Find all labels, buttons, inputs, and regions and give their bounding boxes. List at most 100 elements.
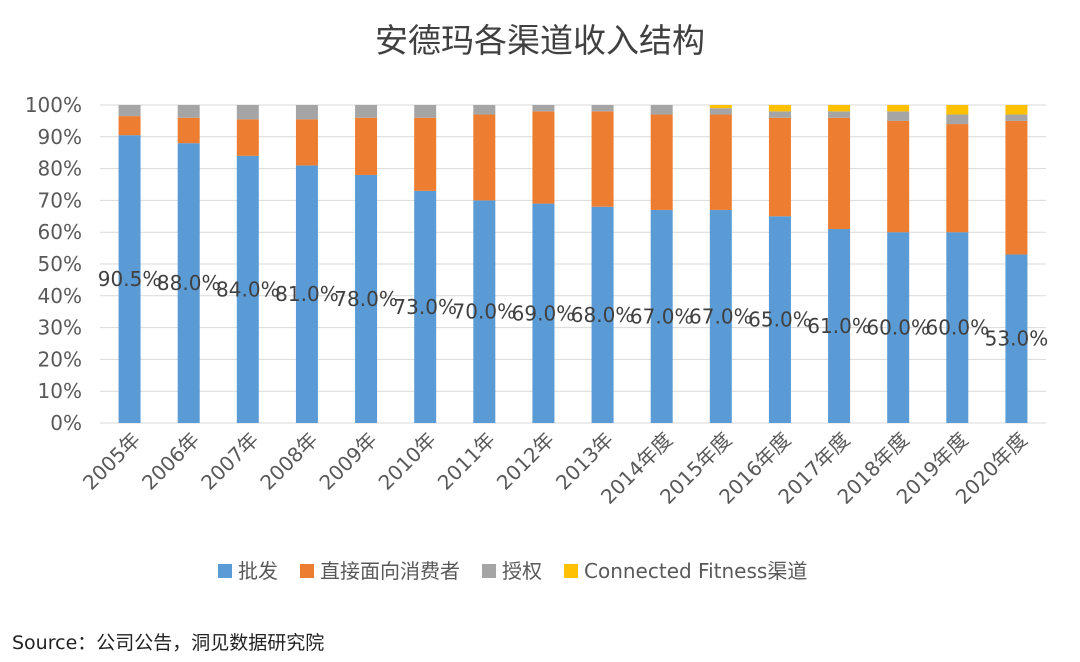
data-label: 73.0%: [393, 295, 457, 319]
y-tick-label: 80%: [38, 157, 82, 181]
bar-segment: [709, 114, 732, 210]
bar-segment: [414, 117, 437, 191]
bar-segment: [828, 117, 851, 230]
data-label: 60.0%: [866, 316, 930, 340]
bar-segment: [118, 135, 141, 423]
data-label: 53.0%: [985, 327, 1049, 351]
x-tick-label: 2012年: [492, 428, 559, 495]
data-label: 60.0%: [926, 316, 990, 340]
y-tick-label: 20%: [38, 347, 82, 371]
data-label: 78.0%: [334, 287, 398, 311]
x-tick-label: 2005年: [78, 428, 145, 495]
legend-swatch: [218, 564, 232, 578]
bar-segment: [177, 117, 200, 144]
bar-segment: [828, 105, 851, 112]
legend-swatch: [482, 564, 496, 578]
bar-segment: [1005, 254, 1028, 423]
bar-segment: [1005, 105, 1028, 115]
source-note: Source：公司公告，洞见数据研究院: [12, 632, 325, 654]
y-tick-label: 90%: [38, 125, 82, 149]
legend-label: 直接面向消费者: [320, 559, 460, 583]
data-label: 84.0%: [216, 277, 280, 301]
bar-segment: [768, 117, 791, 217]
bar-segment: [946, 124, 969, 233]
bar-segment: [236, 119, 259, 156]
data-label: 69.0%: [512, 301, 576, 325]
bar-segment: [946, 114, 969, 125]
bar-segment: [473, 114, 496, 201]
x-tick-label: 2009年: [314, 428, 381, 495]
bar-segment: [295, 105, 318, 120]
legend-swatch: [564, 564, 578, 578]
data-label: 67.0%: [689, 304, 753, 328]
data-label: 68.0%: [571, 303, 635, 327]
x-tick-label: 2008年: [255, 428, 322, 495]
bar-segment: [532, 203, 555, 423]
y-tick-label: 70%: [38, 188, 82, 212]
y-axis-tick-labels: 0% 10% 20% 30% 40% 50% 60% 70% 80% 90% 100%: [25, 93, 82, 435]
legend-label: Connected Fitness渠道: [584, 559, 807, 583]
bar-segment: [887, 105, 910, 112]
x-tick-label: 2011年: [433, 428, 500, 495]
bar-segment: [414, 105, 437, 118]
bar-segment: [709, 209, 732, 423]
data-labels: 90.5%88.0%84.0%81.0%78.0%73.0%70.0%69.0%…: [98, 267, 1048, 351]
bar-segment: [118, 116, 141, 136]
data-label: 90.5%: [98, 267, 162, 291]
bar-segment: [946, 105, 969, 115]
bar-segment: [650, 209, 673, 423]
bar-segment: [709, 108, 732, 115]
bar-segment: [709, 105, 732, 109]
x-tick-label: 2007年: [196, 428, 263, 495]
legend-swatch: [300, 564, 314, 578]
legend-label: 批发: [238, 559, 278, 583]
bar-segment: [473, 200, 496, 423]
chart: 安德玛各渠道收入结构 0% 10% 20% 30% 40% 50% 60% 70% 80% 90%…: [25, 21, 1048, 583]
bar-segment: [1005, 120, 1028, 255]
bar-segment: [355, 117, 378, 175]
bar-segment: [414, 190, 437, 423]
bar-segment: [591, 111, 614, 207]
data-label: 61.0%: [807, 314, 871, 338]
x-axis-tick-labels: 2005年2006年2007年2008年2009年2010年2011年2012年…: [78, 428, 1032, 509]
bar-segment: [236, 155, 259, 423]
bar-segment: [473, 105, 496, 115]
bar-segment: [887, 120, 910, 233]
y-tick-label: 100%: [25, 93, 82, 117]
x-tick-label: 2010年: [374, 428, 441, 495]
y-tick-label: 50%: [38, 252, 82, 276]
bar-segment: [532, 105, 555, 112]
bar-segment: [828, 111, 851, 118]
bar-segment: [177, 143, 200, 423]
legend-label: 授权: [502, 559, 542, 583]
bar-segment: [355, 105, 378, 118]
bar-segment: [118, 105, 141, 117]
data-label: 70.0%: [453, 300, 517, 324]
legend: 批发 直接面向消费者 授权 Connected Fitness渠道: [218, 559, 807, 583]
bar-segment: [177, 105, 200, 118]
bar-segment: [828, 229, 851, 423]
bar-segment: [946, 232, 969, 423]
y-tick-label: 30%: [38, 316, 82, 340]
bar-segment: [1005, 114, 1028, 121]
data-label: 88.0%: [157, 271, 221, 295]
bar-segment: [887, 232, 910, 423]
bar-segment: [295, 165, 318, 424]
y-tick-label: 60%: [38, 220, 82, 244]
bar-segment: [768, 111, 791, 118]
y-tick-label: 0%: [50, 411, 82, 435]
bar-segment: [591, 105, 614, 112]
bar-segment: [532, 111, 555, 204]
bar-segment: [887, 111, 910, 121]
chart-title: 安德玛各渠道收入结构: [375, 21, 705, 60]
bars: [118, 105, 1028, 424]
data-label: 67.0%: [630, 304, 694, 328]
bar-segment: [650, 105, 673, 115]
bar-segment: [650, 114, 673, 210]
bar-segment: [768, 216, 791, 423]
y-tick-label: 40%: [38, 284, 82, 308]
x-tick-label: 2006年: [137, 428, 204, 495]
data-label: 81.0%: [275, 282, 339, 306]
y-tick-label: 10%: [38, 379, 82, 403]
bar-segment: [591, 206, 614, 423]
